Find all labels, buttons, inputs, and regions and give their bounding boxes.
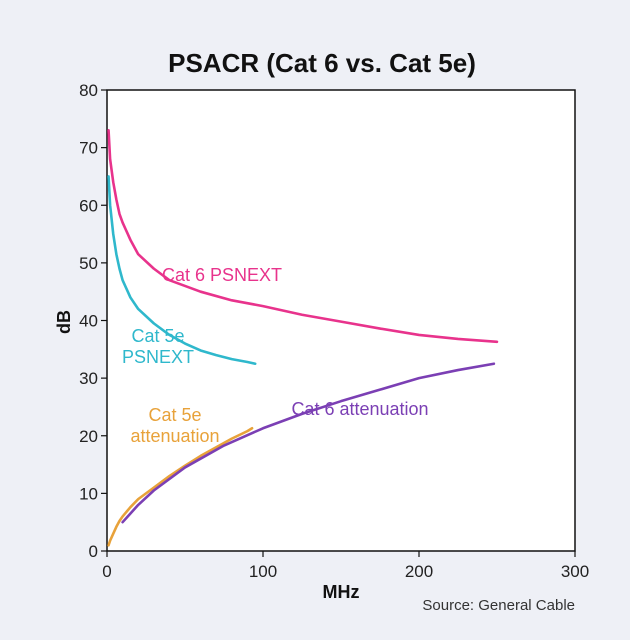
y-axis-label: dB — [54, 310, 74, 334]
x-tick-label: 300 — [561, 562, 589, 581]
cat-5e-psnext-label: Cat 5e PSNEXT — [122, 326, 194, 367]
y-tick-label: 20 — [79, 427, 98, 446]
cat-5e-attenuation-label: Cat 5e attenuation — [130, 405, 219, 446]
cat-5e-attenuation-label-line: Cat 5e — [148, 405, 201, 425]
cat-5e-psnext-line — [107, 175, 257, 366]
cat-5e-psnext-label-line: PSNEXT — [122, 347, 194, 367]
cat-6-psnext-label-line: Cat 6 PSNEXT — [162, 265, 282, 285]
cat-5e-attenuation-label-line: attenuation — [130, 426, 219, 446]
y-axis-ticks: 0 10 20 30 40 50 60 70 80 — [79, 81, 107, 561]
y-tick-label: 40 — [79, 312, 98, 331]
chart-title: PSACR (Cat 6 vs. Cat 5e) — [168, 48, 476, 78]
series-lines — [107, 129, 499, 547]
cat-6-attenuation-line — [121, 362, 496, 524]
y-tick-label: 60 — [79, 196, 98, 215]
x-axis-label: MHz — [323, 582, 360, 602]
y-tick-label: 0 — [89, 542, 98, 561]
cat-5e-psnext-label-line: Cat 5e — [131, 326, 184, 346]
cat-6-psnext-label: Cat 6 PSNEXT — [162, 265, 282, 285]
x-tick-label: 0 — [102, 562, 111, 581]
y-tick-label: 80 — [79, 81, 98, 100]
x-axis-ticks: 0 100 200 300 — [102, 551, 589, 581]
source-note: Source: General Cable — [422, 597, 575, 614]
x-tick-label: 200 — [405, 562, 433, 581]
cat-6-psnext-line — [107, 129, 499, 344]
x-tick-label: 100 — [249, 562, 277, 581]
y-tick-label: 50 — [79, 254, 98, 273]
y-tick-label: 30 — [79, 369, 98, 388]
cat-6-attenuation-label: Cat 6 attenuation — [291, 399, 428, 419]
cat-6-attenuation-label-line: Cat 6 attenuation — [291, 399, 428, 419]
y-tick-label: 10 — [79, 484, 98, 503]
cat-5e-attenuation-line — [107, 426, 254, 547]
y-tick-label: 70 — [79, 139, 98, 158]
